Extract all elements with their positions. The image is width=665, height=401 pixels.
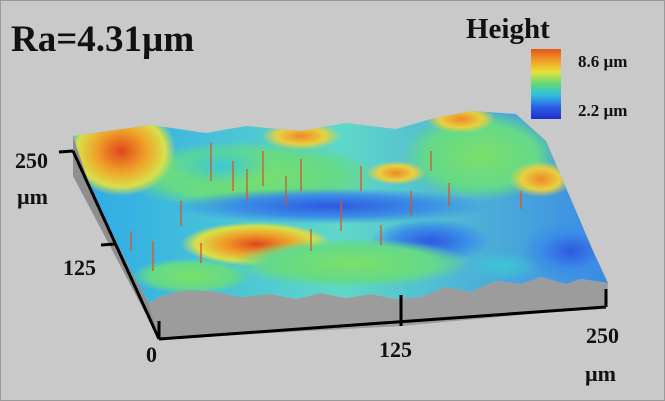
surface-spikes: [130, 143, 522, 271]
base-wall-front: [149, 277, 608, 339]
y-tick-mark-250: [58, 149, 74, 154]
axis-ticks: [58, 149, 608, 339]
axes: [71, 150, 607, 341]
height-map: [73, 111, 608, 303]
y-tick-label-125: 125: [63, 255, 96, 280]
legend-max-label: 8.6 µm: [578, 52, 628, 71]
base-wall-left: [73, 136, 159, 339]
legend-title: Height: [466, 13, 550, 45]
roughness-label: Ra=4.31µm: [11, 19, 195, 60]
x-tick-label-250: 250: [586, 323, 619, 348]
height-colorbar: [531, 49, 561, 119]
y-tick-mark-125: [100, 242, 116, 247]
y-axis-line: [71, 150, 161, 340]
legend-min-label: 2.2 µm: [578, 101, 628, 120]
y-tick-label-250: 250: [15, 148, 48, 173]
y-unit-label: µm: [17, 184, 49, 209]
x-unit-label: µm: [585, 361, 617, 386]
x-tick-label-125: 125: [379, 337, 412, 362]
x-tick-label-0: 0: [146, 342, 157, 367]
x-axis-line: [158, 305, 607, 341]
